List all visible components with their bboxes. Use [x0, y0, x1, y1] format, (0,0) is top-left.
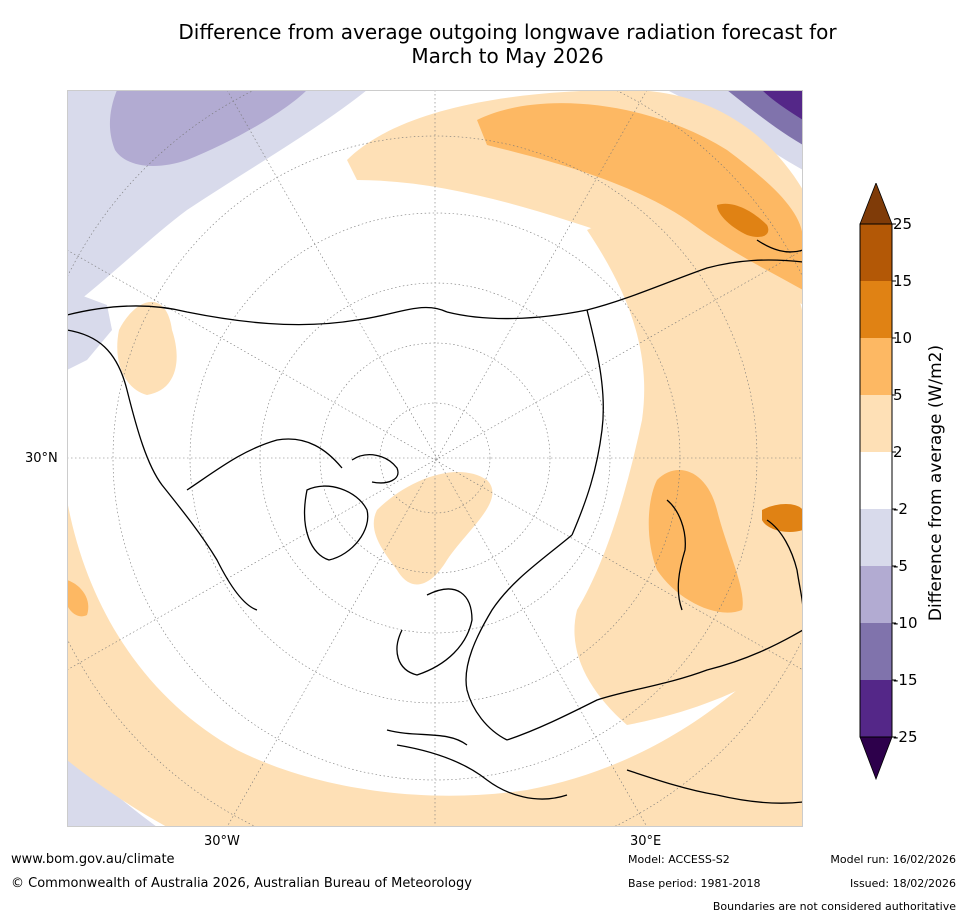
colorbar-tick-minus2: -2: [893, 500, 908, 518]
footer-issued: Issued: 18/02/2026: [849, 877, 956, 890]
colorbar-tick-minus15: -15: [893, 671, 918, 689]
colorbar-segment-minus25-minus15: [860, 680, 892, 737]
anomaly-area-north-pacific-strong: [477, 103, 803, 290]
colorbar-segment-minus5-minus2: [860, 509, 892, 566]
lat-label-30n: 30°N: [25, 451, 58, 466]
colorbar-tick-10: 10: [893, 329, 913, 347]
anomaly-area-east-asia-max: [762, 504, 803, 532]
colorbar-tick-15: 15: [893, 272, 913, 290]
anomaly-area-atlantic-dot: [67, 580, 89, 617]
colorbar-segment-minus15-minus10: [860, 623, 892, 680]
colorbar: [859, 183, 896, 781]
footer-model: Model: ACCESS-S2: [628, 853, 730, 866]
colorbar-segment-15-25: [860, 224, 892, 281]
anomaly-area-arctic: [373, 471, 493, 585]
colorbar-tick-2: 2: [893, 443, 903, 461]
colorbar-over-triangle: [859, 183, 893, 225]
footer-base-period: Base period: 1981-2018: [628, 877, 761, 890]
colorbar-tick-25: 25: [893, 215, 913, 233]
map-frame: [67, 90, 803, 827]
coastlines: [67, 239, 803, 804]
colorbar-tick-5: 5: [893, 386, 903, 404]
colorbar-axis-label: Difference from average (W/m2): [926, 344, 946, 622]
colorbar-outline: [859, 223, 893, 738]
footer-model-run: Model run: 16/02/2026: [830, 853, 956, 866]
anomaly-area-left-edge: [67, 290, 112, 370]
polar-map: [67, 90, 803, 827]
anomaly-area-bottom-left: [67, 750, 157, 827]
chart-title: Difference from average outgoing longwav…: [50, 20, 965, 68]
anomaly-area-north-pacific-max: [717, 203, 769, 237]
colorbar-tick-minus10: -10: [893, 614, 918, 632]
title-line-2: March to May 2026: [411, 44, 604, 68]
footer-url[interactable]: www.bom.gov.au/climate: [11, 852, 175, 867]
colorbar-tick-minus5: -5: [893, 557, 908, 575]
anomaly-area-west-pacific-core: [762, 90, 803, 120]
footer-copyright: © Commonwealth of Australia 2026, Austra…: [11, 876, 472, 891]
colorbar-segment-2-5: [860, 395, 892, 452]
footer-disclaimer: Boundaries are not considered authoritat…: [712, 900, 956, 913]
colorbar-segment-neutral: [860, 452, 892, 509]
lon-label-30w: 30°W: [204, 834, 240, 849]
anomaly-area-east-pacific: [117, 301, 177, 395]
anomaly-area-north-pacific-west-core: [109, 90, 308, 166]
graticule: [67, 90, 803, 827]
anomaly-area-south-ring: [67, 500, 803, 827]
colorbar-segment-5-10: [860, 338, 892, 395]
colorbar-tick-minus25: -25: [893, 728, 918, 746]
title-line-1: Difference from average outgoing longwav…: [178, 20, 837, 44]
colorbar-under-triangle: [859, 736, 893, 781]
lon-label-30e: 30°E: [630, 834, 662, 849]
colorbar-segment-minus10-minus5: [860, 566, 892, 623]
colorbar-segment-10-15: [860, 281, 892, 338]
